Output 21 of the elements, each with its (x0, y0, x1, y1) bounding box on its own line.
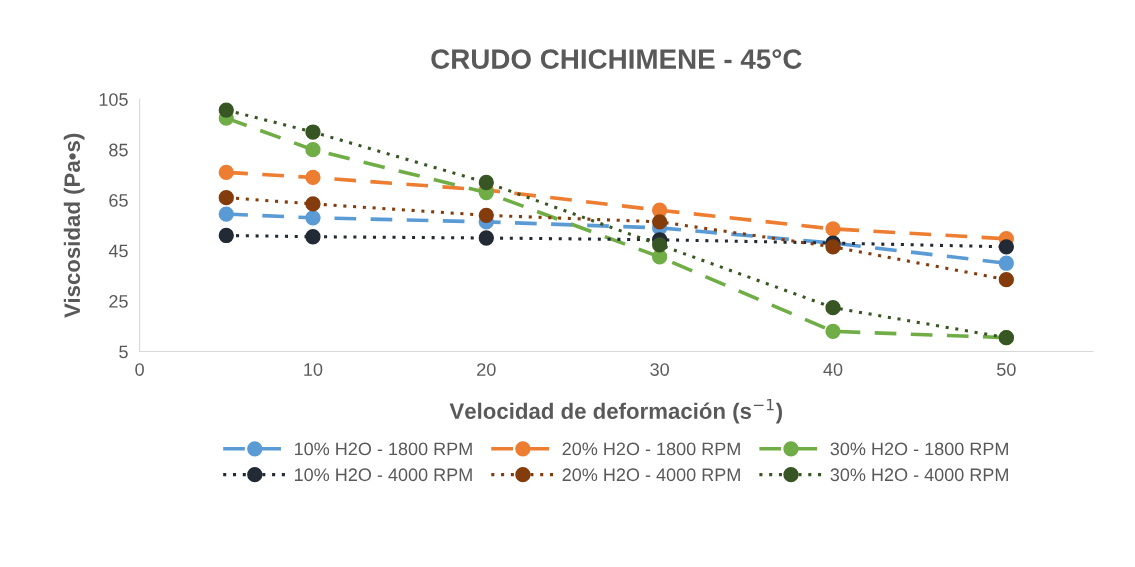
y-tick-label: 45 (108, 244, 128, 258)
x-tick-label: 40 (823, 363, 843, 376)
x-tick-label: 10 (304, 363, 323, 376)
x-axis-title: Velocidad de deformación (s$^{−1}$) (449, 398, 782, 424)
legend-label: 30% H2O - 4000 RPM (830, 468, 1008, 482)
x-tick-label: 30 (650, 363, 669, 376)
legend-label: 10% H2O - 4000 RPM (294, 468, 472, 482)
legend-label: 20% H2O - 4000 RPM (562, 468, 740, 482)
legend-label: 10% H2O - 1800 RPM (294, 442, 472, 456)
y-tick-label: 25 (109, 295, 128, 308)
y-tick-label: 65 (109, 194, 128, 207)
chart-title: CRUDO CHICHIMENE - 45°C (431, 49, 802, 69)
y-tick-label: 5 (119, 345, 128, 359)
y-axis-title: Viscosidad (Pa•s) (63, 133, 85, 318)
y-tick-label: 85 (109, 143, 128, 157)
legend-label: 20% H2O - 1800 RPM (562, 442, 740, 456)
legend-label: 30% H2O - 1800 RPM (830, 442, 1008, 456)
x-tick-label: 20 (477, 363, 496, 376)
x-tick-label: 50 (997, 363, 1016, 376)
x-tick-label: 0 (135, 363, 144, 376)
y-tick-label: 105 (99, 93, 128, 106)
